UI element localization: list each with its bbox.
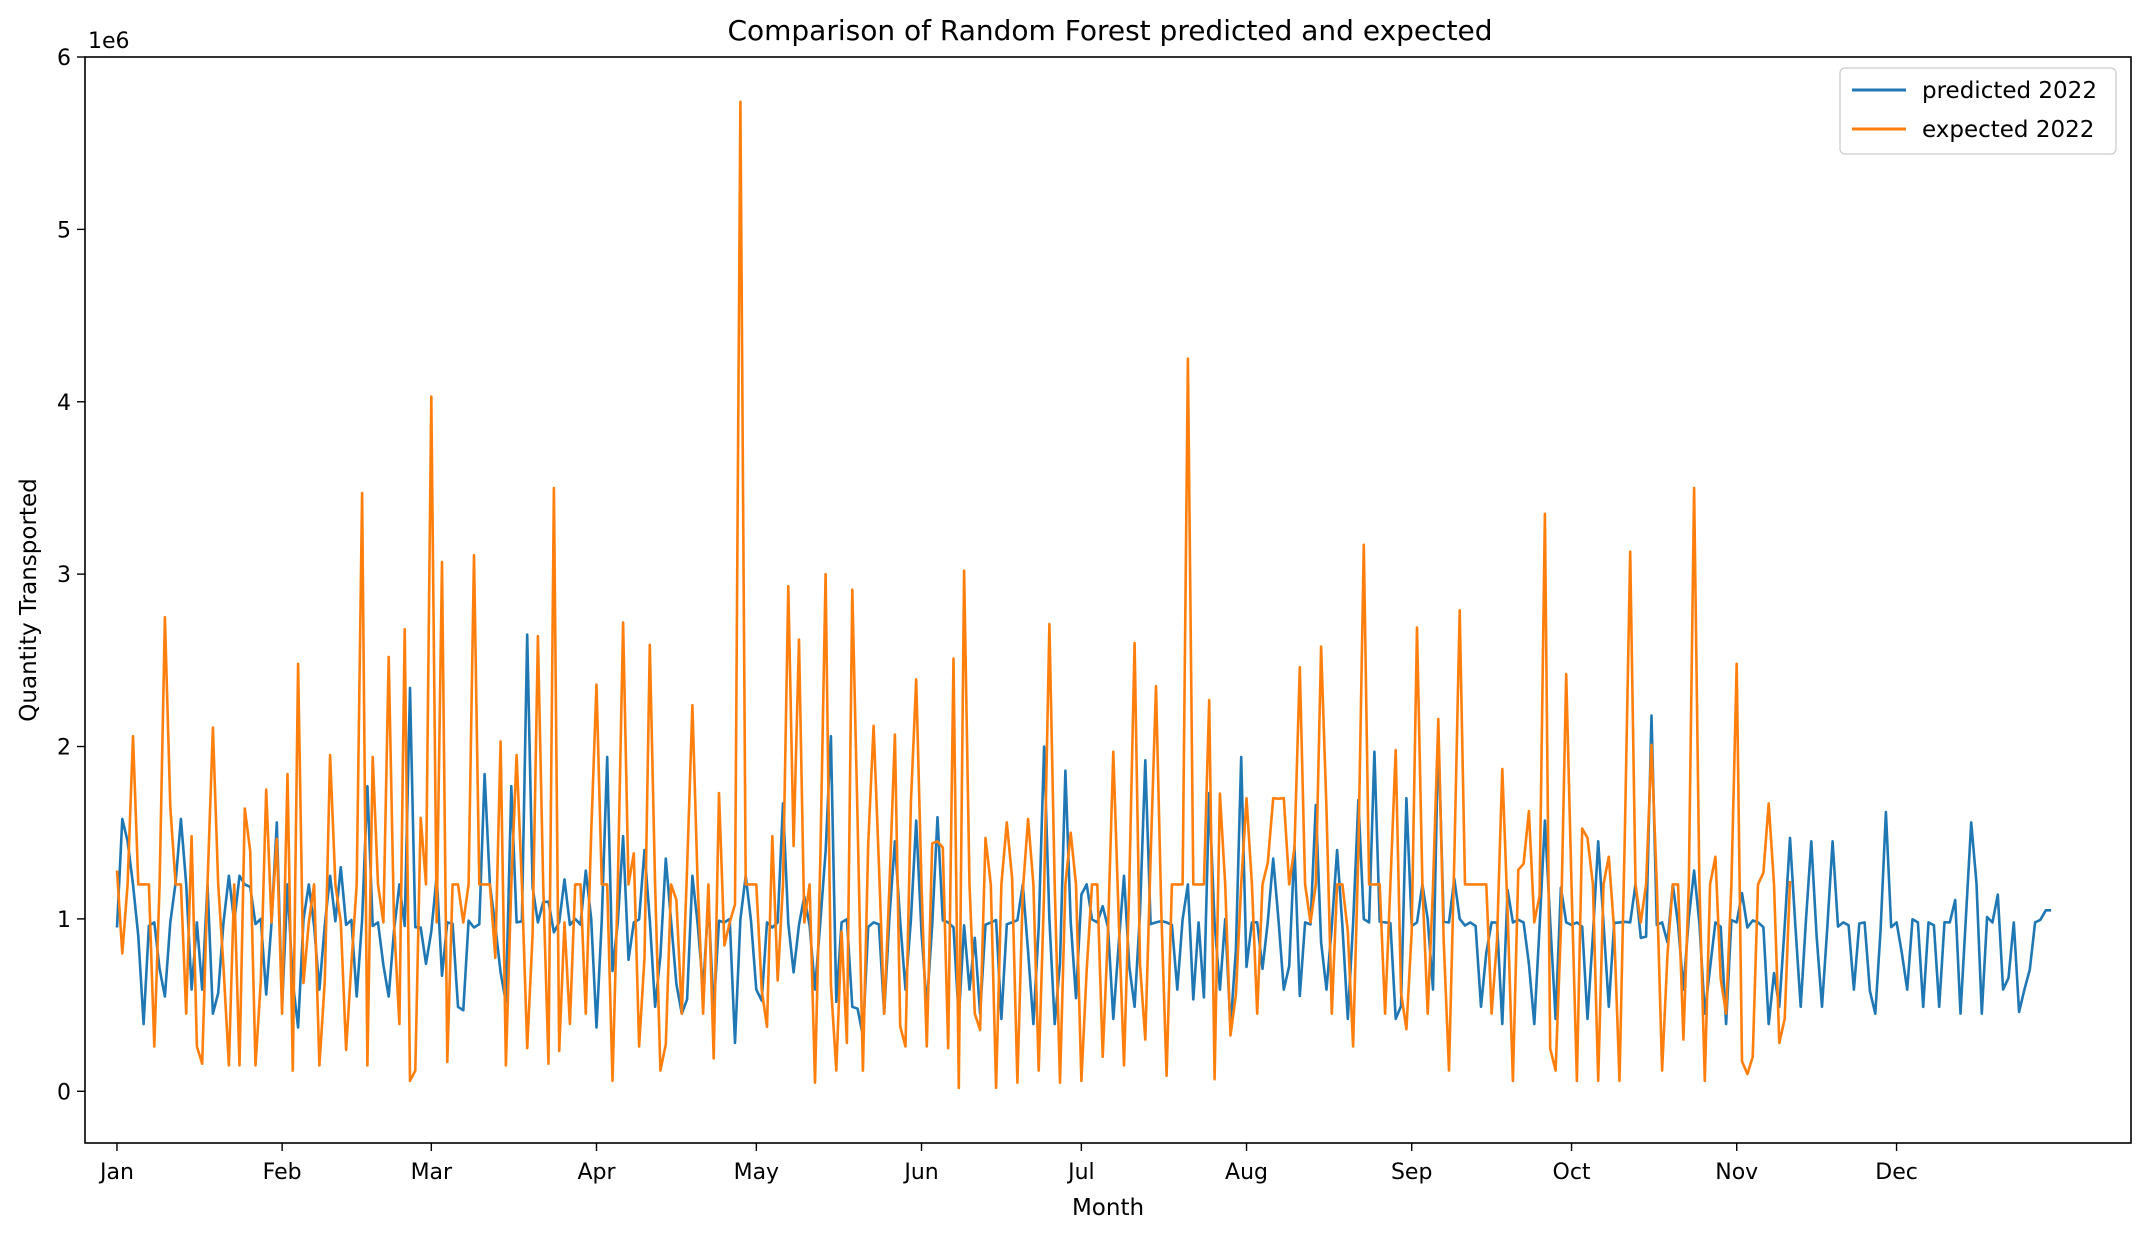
y-axis: 0 1 2 3 4 5 6 xyxy=(57,46,85,1105)
x-tick-label: Jun xyxy=(902,1160,938,1185)
y-tick-label: 4 xyxy=(57,391,71,416)
x-tick-label: Apr xyxy=(577,1160,616,1185)
x-tick-label: Aug xyxy=(1225,1160,1268,1185)
y-axis-label: Quantity Transported xyxy=(16,478,42,721)
legend-label-predicted: predicted 2022 xyxy=(1922,78,2097,104)
y-tick-label: 0 xyxy=(57,1080,71,1105)
chart-title: Comparison of Random Forest predicted an… xyxy=(727,14,1492,47)
plot-series xyxy=(115,100,2052,1090)
series-line-expected-2022 xyxy=(115,100,1792,1090)
y-tick-label: 6 xyxy=(57,46,71,71)
legend-box xyxy=(1839,67,2117,155)
x-tick-label: Sep xyxy=(1391,1160,1432,1185)
x-tick-label: Mar xyxy=(411,1160,453,1185)
legend-label-expected: expected 2022 xyxy=(1922,117,2094,143)
x-tick-label: May xyxy=(734,1160,779,1185)
y-tick-label: 5 xyxy=(57,218,71,243)
x-tick-label: Feb xyxy=(263,1160,302,1185)
x-axis: Jan Feb Mar Apr May Jun Jul Aug Sep Oct Nov Dec xyxy=(98,1143,1918,1185)
x-tick-label: Oct xyxy=(1553,1160,1591,1185)
y-tick-label: 3 xyxy=(57,563,71,588)
x-axis-label: Month xyxy=(1072,1195,1144,1221)
y-offset-label: 1e6 xyxy=(88,29,130,54)
x-tick-label: Jan xyxy=(98,1160,134,1185)
x-tick-label: Jul xyxy=(1066,1160,1095,1185)
x-tick-label: Nov xyxy=(1715,1160,1758,1185)
x-tick-label: Dec xyxy=(1875,1160,1918,1185)
legend: predicted 2022 expected 2022 xyxy=(1839,67,2117,155)
plot-frame xyxy=(84,56,2132,1144)
y-tick-label: 2 xyxy=(57,736,71,761)
y-tick-label: 1 xyxy=(57,908,71,933)
